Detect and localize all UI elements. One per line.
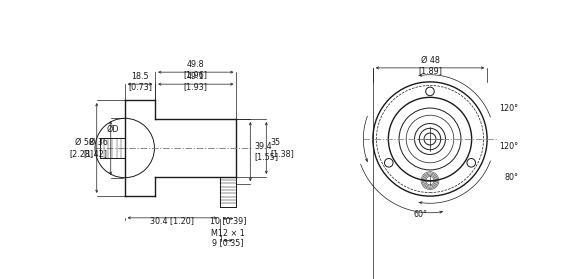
Text: Ø 48
[1.89]: Ø 48 [1.89] <box>418 56 442 75</box>
Text: 9 [0.35]: 9 [0.35] <box>212 239 244 247</box>
Text: 18.5
[0.73]: 18.5 [0.73] <box>128 72 152 91</box>
Text: M12 × 1: M12 × 1 <box>211 229 245 238</box>
Text: 120°: 120° <box>499 142 518 151</box>
Text: 80°: 80° <box>505 173 519 182</box>
Text: 39.4
[1.55]: 39.4 [1.55] <box>254 142 278 161</box>
Text: Ø 58
[2.28]: Ø 58 [2.28] <box>70 138 94 158</box>
Text: 60°: 60° <box>413 210 428 219</box>
Text: 30.4 [1.20]: 30.4 [1.20] <box>150 216 194 225</box>
Text: 35
[1.38]: 35 [1.38] <box>270 138 294 158</box>
Text: 49.1
[1.93]: 49.1 [1.93] <box>184 72 208 91</box>
Text: Ø 36
[1.42]: Ø 36 [1.42] <box>84 138 108 158</box>
Text: 120°: 120° <box>499 104 518 112</box>
Text: 49.8
[1.96]: 49.8 [1.96] <box>184 60 208 79</box>
Text: 10 [0.39]: 10 [0.39] <box>210 217 246 226</box>
Text: ØD: ØD <box>106 125 119 134</box>
